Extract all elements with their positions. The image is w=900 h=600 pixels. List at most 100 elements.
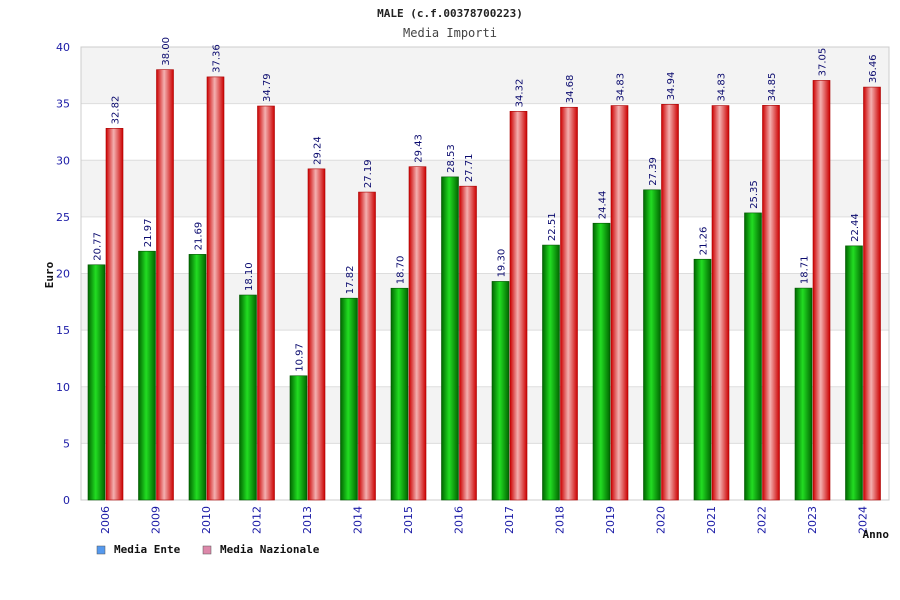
legend-swatch-nazionale xyxy=(202,545,212,555)
x-tick-label-2020: 2020 xyxy=(655,506,668,534)
y-axis-label: Euro xyxy=(43,261,56,288)
bar-nazionale-2016 xyxy=(459,185,477,501)
value-label-nazionale-2024: 36.46 xyxy=(868,54,879,83)
value-label-nazionale-2018: 34.68 xyxy=(565,75,576,104)
value-label-ente-2013: 10.97 xyxy=(295,343,306,372)
legend-label-nazionale: Media Nazionale xyxy=(220,543,320,556)
bar-nazionale-2015 xyxy=(408,166,427,501)
x-axis-label: Anno xyxy=(863,528,890,541)
bar-ente-2006 xyxy=(87,264,106,501)
value-label-nazionale-2006: 32.82 xyxy=(111,96,122,125)
value-label-nazionale-2017: 34.32 xyxy=(515,79,526,108)
value-label-ente-2023: 18.71 xyxy=(800,255,811,284)
value-label-ente-2010: 21.69 xyxy=(194,222,205,251)
bar-nazionale-2024 xyxy=(863,86,881,501)
bars xyxy=(87,69,881,501)
value-label-ente-2017: 19.30 xyxy=(497,249,508,278)
y-tick-label: 40 xyxy=(56,41,70,54)
bar-ente-2017 xyxy=(491,281,510,501)
bar-nazionale-2019 xyxy=(610,105,629,501)
bar-nazionale-2023 xyxy=(812,80,831,501)
x-tick-label-2010: 2010 xyxy=(200,506,213,534)
y-tick-label: 10 xyxy=(56,381,70,394)
y-tick-label: 25 xyxy=(56,211,70,224)
value-label-nazionale-2013: 29.24 xyxy=(313,136,324,165)
value-label-nazionale-2010: 37.36 xyxy=(212,44,223,73)
bar-ente-2024 xyxy=(845,245,863,501)
bar-nazionale-2020 xyxy=(661,104,679,501)
bar-ente-2022 xyxy=(744,212,762,501)
y-tick-label: 0 xyxy=(63,494,70,507)
value-label-ente-2020: 27.39 xyxy=(648,157,659,186)
bar-ente-2016 xyxy=(441,176,459,501)
value-label-ente-2021: 21.26 xyxy=(699,227,710,256)
chart-title: MALE (c.f.00378700223) xyxy=(377,7,523,20)
bar-ente-2013 xyxy=(289,375,308,501)
bar-nazionale-2006 xyxy=(105,128,124,501)
x-tick-label-2019: 2019 xyxy=(604,506,617,534)
value-label-ente-2012: 18.10 xyxy=(244,262,255,291)
bar-nazionale-2013 xyxy=(307,168,326,501)
bar-ente-2012 xyxy=(239,294,257,501)
y-tick-label: 5 xyxy=(63,437,70,450)
bar-nazionale-2022 xyxy=(762,105,780,501)
bar-nazionale-2009 xyxy=(156,69,174,501)
bar-ente-2010 xyxy=(188,254,207,501)
bar-ente-2009 xyxy=(138,250,156,501)
x-tick-label-2013: 2013 xyxy=(301,506,314,534)
value-label-nazionale-2012: 34.79 xyxy=(262,73,273,102)
value-label-nazionale-2022: 34.85 xyxy=(767,73,778,102)
value-label-nazionale-2009: 38.00 xyxy=(161,37,172,66)
value-label-ente-2019: 24.44 xyxy=(598,191,609,220)
value-label-ente-2015: 18.70 xyxy=(396,256,407,285)
value-label-ente-2018: 22.51 xyxy=(547,212,558,241)
bar-nazionale-2012 xyxy=(257,105,275,501)
value-label-nazionale-2019: 34.83 xyxy=(616,73,627,102)
y-tick-label: 30 xyxy=(56,154,70,167)
bar-nazionale-2010 xyxy=(206,76,225,501)
value-label-ente-2024: 22.44 xyxy=(850,213,861,242)
legend-label-ente: Media Ente xyxy=(114,543,181,556)
chart-subtitle: Media Importi xyxy=(403,26,497,40)
x-tick-label-2017: 2017 xyxy=(503,506,516,534)
x-tick-label-2016: 2016 xyxy=(453,506,466,534)
y-tick-label: 35 xyxy=(56,98,70,111)
value-label-nazionale-2014: 27.19 xyxy=(363,159,374,188)
value-label-nazionale-2020: 34.94 xyxy=(666,72,677,101)
x-tick-label-2012: 2012 xyxy=(251,506,264,534)
value-label-ente-2009: 21.97 xyxy=(143,219,154,248)
bar-ente-2019 xyxy=(592,222,611,501)
x-tick-label-2023: 2023 xyxy=(806,506,819,534)
y-tick-label: 15 xyxy=(56,324,70,337)
value-label-nazionale-2023: 37.05 xyxy=(818,48,829,77)
value-label-nazionale-2015: 29.43 xyxy=(414,134,425,163)
x-tick-label-2021: 2021 xyxy=(705,506,718,534)
value-label-ente-2014: 17.82 xyxy=(345,266,356,295)
bar-ente-2015 xyxy=(390,287,409,501)
bar-nazionale-2017 xyxy=(509,111,528,501)
value-label-ente-2016: 28.53 xyxy=(446,144,457,173)
legend: Media Ente Media Nazionale xyxy=(96,543,320,556)
plot-border xyxy=(80,46,890,501)
value-label-nazionale-2021: 34.83 xyxy=(717,73,728,102)
x-tick-label-2009: 2009 xyxy=(150,506,163,534)
bar-ente-2014 xyxy=(340,297,358,501)
x-tick-label-2018: 2018 xyxy=(554,506,567,534)
x-axis-ticks: 2006 2009 2010 2012 2013 2014 2015 2016 2017 2018… xyxy=(99,506,870,534)
x-tick-label-2015: 2015 xyxy=(402,506,415,534)
bar-ente-2018 xyxy=(542,244,560,501)
x-tick-label-2006: 2006 xyxy=(99,506,112,534)
bar-nazionale-2021 xyxy=(711,105,730,501)
bar-ente-2020 xyxy=(643,189,661,501)
legend-swatch-ente xyxy=(96,545,106,555)
bar-ente-2023 xyxy=(794,287,813,501)
value-label-ente-2006: 20.77 xyxy=(93,232,104,261)
y-tick-label: 20 xyxy=(56,268,70,281)
bar-ente-2021 xyxy=(693,258,712,501)
x-tick-label-2022: 2022 xyxy=(756,506,769,534)
x-tick-label-2014: 2014 xyxy=(352,506,365,534)
value-label-nazionale-2016: 27.71 xyxy=(464,154,475,183)
bar-nazionale-2014 xyxy=(358,191,376,501)
bar-nazionale-2018 xyxy=(560,106,578,501)
